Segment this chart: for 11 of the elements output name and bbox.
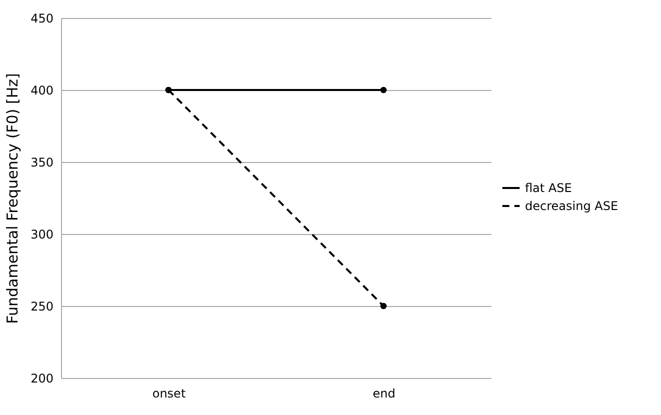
y-tick-label: 250 [30,300,54,314]
legend-label: flat ASE [525,181,572,195]
y-tick-label: 350 [30,156,54,170]
y-tick-label: 300 [30,228,54,242]
x-tick-label: onset [152,386,186,400]
y-tick-label: 450 [30,12,54,26]
legend-label: decreasing ASE [525,199,618,213]
x-tick-label: end [372,386,396,400]
y-tick-label: 200 [30,372,54,386]
y-axis-title: Fundamental Frequency (F0) [Hz] [4,73,22,324]
y-tick-label: 400 [30,84,54,98]
